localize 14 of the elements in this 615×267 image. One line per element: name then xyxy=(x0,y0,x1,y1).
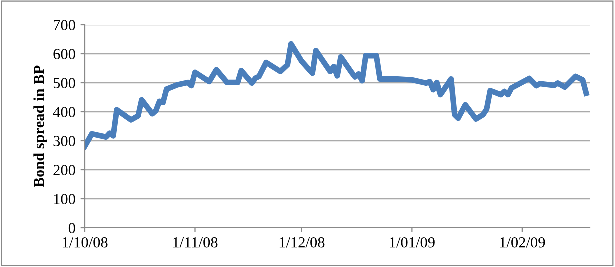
x-tick-label: 1/02/09 xyxy=(500,237,546,248)
y-tick-label: 200 xyxy=(54,165,76,176)
y-tick-label: 100 xyxy=(54,194,76,204)
y-tick-label: 300 xyxy=(54,136,76,146)
y-tick-label: 500 xyxy=(54,78,76,88)
x-tick-label: 1/12/08 xyxy=(280,237,325,248)
y-tick-label: 700 xyxy=(54,20,76,30)
x-tick-label: 1/01/09 xyxy=(390,237,435,248)
y-axis-title: Bond spread in BP xyxy=(34,66,48,188)
x-tick-label: 1/10/08 xyxy=(63,237,108,248)
y-tick-label: 400 xyxy=(53,107,76,118)
x-tick-label: 1/11/08 xyxy=(174,237,218,248)
y-tick-label: 600 xyxy=(54,49,76,60)
y-tick-label: 0 xyxy=(68,223,76,234)
